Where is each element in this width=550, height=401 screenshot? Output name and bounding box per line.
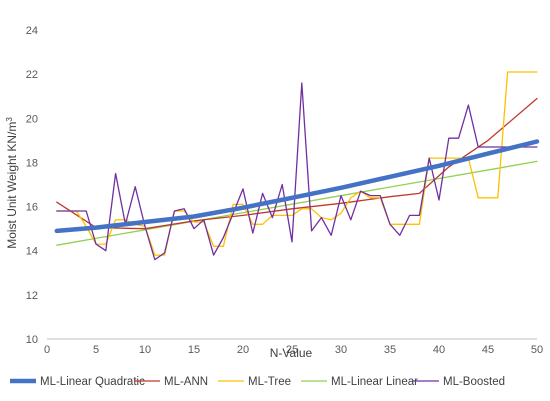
- series-line-ml-boosted: [56, 82, 538, 261]
- x-tick-label: 40: [433, 344, 445, 356]
- x-tick-label: 20: [237, 344, 249, 356]
- y-axis-title-superscript: 3: [5, 117, 14, 122]
- x-tick-label: 15: [188, 344, 200, 356]
- x-tick-label: 50: [531, 344, 543, 356]
- x-tick-label: 10: [139, 344, 151, 356]
- x-tick-label: 25: [286, 344, 298, 356]
- y-tick-label: 22: [26, 69, 38, 81]
- legend-label-ml-linear-quadratic: ML-Linear Quadratic: [40, 376, 145, 388]
- legend: ML-Linear Quadratic ML-ANN ML-Tree ML-Linea…: [10, 376, 505, 388]
- series-lines: [54, 71, 540, 261]
- y-tick-label: 18: [26, 157, 38, 169]
- y-axis-title-main: Moist Unit Weight KN/m: [5, 122, 19, 249]
- legend-label-ml-ann: ML-ANN: [164, 376, 208, 388]
- x-tick-label: 35: [384, 344, 396, 356]
- x-tick-label: 30: [335, 344, 347, 356]
- x-tick-label: 5: [93, 344, 99, 356]
- y-tick-label: 24: [26, 25, 38, 37]
- legend-label-ml-boosted: ML-Boosted: [443, 376, 505, 388]
- series-line-ml-linear-linear: [56, 160, 538, 246]
- legend-label-ml-linear-linear: ML-Linear Linear: [331, 376, 418, 388]
- y-axis-title: Moist Unit Weight KN/m3: [5, 117, 19, 249]
- y-tick-label: 14: [26, 246, 38, 258]
- legend-label-ml-tree: ML-Tree: [248, 376, 291, 388]
- x-axis-title: N-Value: [270, 346, 313, 360]
- x-tick-label: 0: [44, 344, 50, 356]
- y-tick-label: 20: [26, 113, 38, 125]
- series-line-ml-linear-quadratic: [54, 139, 540, 234]
- y-tick-label: 10: [26, 334, 38, 346]
- y-tick-label: 12: [26, 290, 38, 302]
- y-tick-labels: 10 12 14 16 18 20 22 24: [26, 25, 38, 346]
- x-tick-labels: 0 5 10 15 20 25 30 35 40 45 50: [44, 344, 543, 356]
- x-tick-label: 45: [482, 344, 494, 356]
- y-tick-label: 16: [26, 202, 38, 214]
